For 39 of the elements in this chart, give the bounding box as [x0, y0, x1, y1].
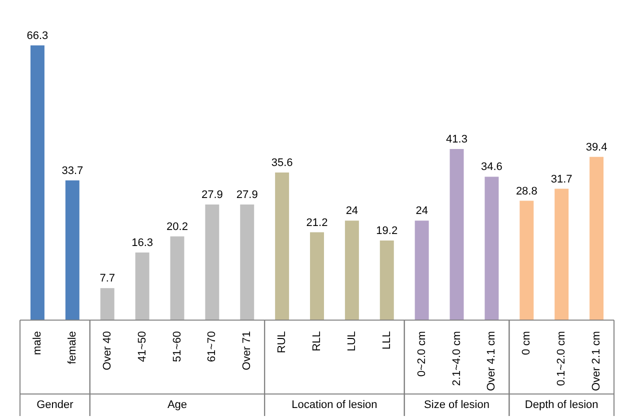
data-label: 41.3	[446, 133, 468, 146]
x-tick-label: Over 4.1 cm	[486, 331, 498, 391]
x-tick-label: 0 cm	[520, 331, 533, 355]
x-tick-label: 0~2.0 cm	[416, 331, 428, 377]
data-label: 24	[416, 205, 428, 218]
data-label: 39.4	[586, 141, 608, 154]
data-label: 35.6	[271, 157, 293, 170]
x-tick-label: female	[66, 331, 78, 364]
text: Depth of lesion	[524, 399, 598, 412]
x-tick-label: 2.1~4.0 cm	[450, 331, 463, 386]
x-tick-label: 41~50	[136, 331, 148, 362]
x-tick-label: male	[32, 331, 44, 355]
data-label: 24	[346, 205, 358, 218]
x-tick-label: RUL	[276, 331, 288, 354]
data-label: 66.3	[26, 30, 48, 42]
x-tick-label: RLL	[311, 331, 324, 352]
data-label: 33.7	[62, 164, 84, 177]
text: Gender	[36, 399, 74, 412]
data-label: 27.9	[236, 189, 258, 202]
data-label: 21.2	[306, 216, 328, 229]
data-label: 28.8	[516, 185, 538, 198]
x-tick-label: LUL	[346, 331, 358, 352]
data-label: 16.3	[132, 237, 154, 250]
x-tick-label: 0.1~2.0 cm	[556, 331, 568, 386]
data-label: 19.2	[376, 225, 398, 238]
x-tick-label: Over 40	[101, 331, 114, 370]
data-label: 20.2	[166, 220, 188, 233]
text: Location of lesion	[292, 399, 378, 412]
data-label: 27.9	[201, 189, 223, 202]
text: Size of lesion	[424, 399, 490, 412]
x-tick-label: Over 71	[241, 331, 254, 370]
x-tick-label: Over 2.1 cm	[590, 331, 603, 391]
text: Age	[167, 399, 188, 412]
x-tick-label: 51~60	[171, 331, 184, 362]
data-label: 34.6	[480, 161, 502, 174]
x-tick-label: LLL	[380, 331, 393, 350]
data-label: 7.7	[100, 272, 115, 285]
data-label: 31.7	[550, 173, 572, 186]
x-tick-label: 61~70	[206, 331, 218, 362]
